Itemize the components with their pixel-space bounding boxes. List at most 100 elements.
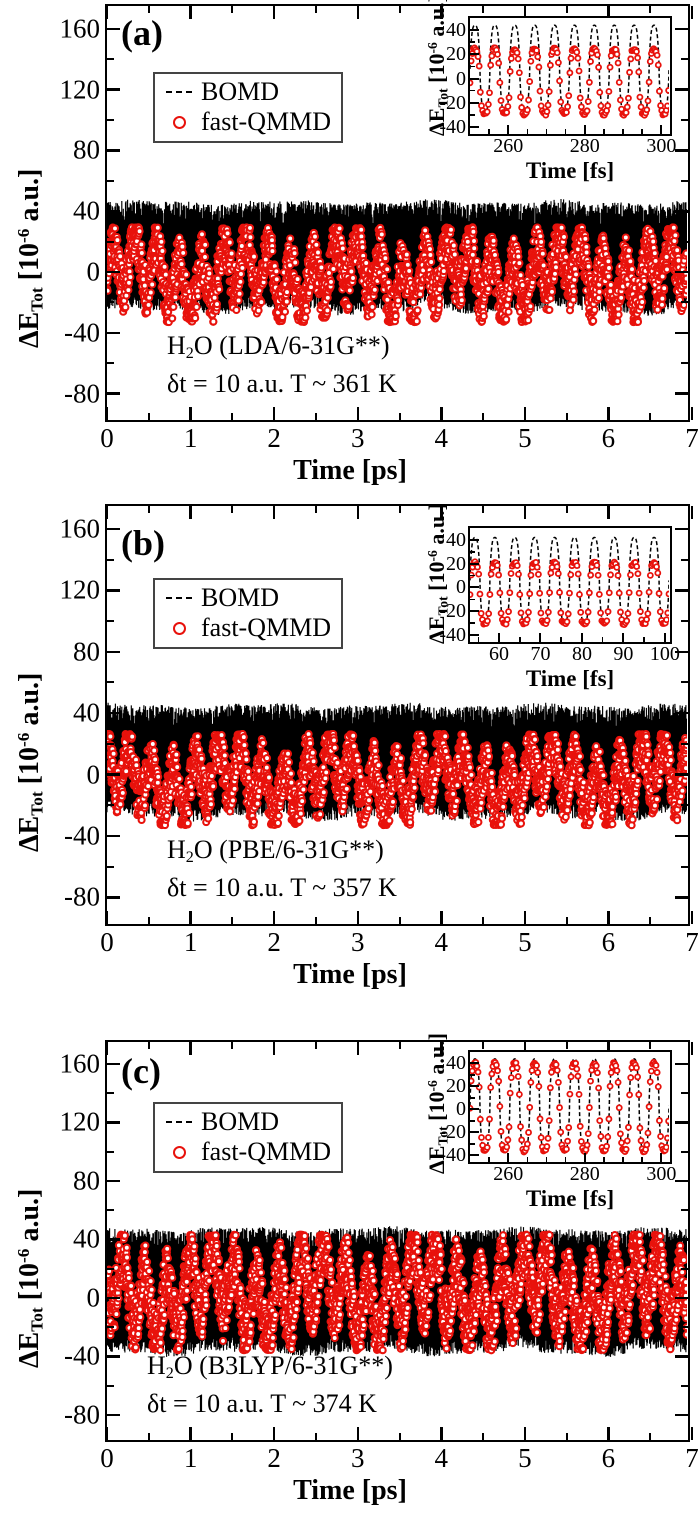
xtick-label: 0 bbox=[100, 423, 114, 453]
xtick-major-top bbox=[523, 1042, 527, 1055]
ytick-major bbox=[107, 527, 120, 531]
inset-ytick-minor bbox=[470, 1097, 475, 1099]
ytick-label: -40 bbox=[64, 317, 100, 348]
xtick-label: 1 bbox=[183, 927, 198, 957]
ytick-major-right bbox=[675, 270, 688, 274]
inset-xtick-major bbox=[507, 1153, 510, 1162]
ytick-label: 120 bbox=[59, 1106, 101, 1137]
ytick-major bbox=[107, 773, 120, 776]
ytick-label: 0 bbox=[86, 759, 101, 790]
inset-xtick-minor bbox=[641, 129, 643, 134]
legend-label-bomd: BOMD bbox=[201, 1107, 280, 1136]
xtick-major bbox=[105, 1427, 109, 1440]
xtick-minor-top bbox=[482, 1042, 485, 1049]
ytick-label: 80 bbox=[73, 636, 100, 667]
xtick-major-top bbox=[440, 506, 443, 519]
panel-a-inset-axes: 40 20 0 -20 -40 260 280 300 Time [fs] ΔETot [10… bbox=[424, 0, 676, 183]
xtick-minor bbox=[565, 1433, 568, 1440]
ytick-major-right bbox=[675, 1238, 688, 1241]
inset-xtick-major bbox=[539, 633, 542, 642]
ytick-major-right bbox=[675, 1121, 688, 1124]
ytick-major-right bbox=[675, 210, 688, 213]
xtick-major bbox=[105, 407, 109, 420]
open-circle-icon bbox=[161, 1145, 197, 1159]
inset-ytick-major bbox=[470, 538, 479, 541]
ytick-minor bbox=[107, 119, 114, 121]
panel-a-xaxis-title: Time [ps] bbox=[293, 455, 407, 486]
xtick-label: 2 bbox=[267, 1443, 281, 1473]
ytick-major bbox=[107, 896, 120, 899]
inset-xtick-label: 60 bbox=[489, 643, 510, 665]
inset-ytick-label: 40 bbox=[446, 528, 466, 551]
ytick-major bbox=[107, 1062, 120, 1066]
inset-ytick-minor bbox=[470, 622, 475, 624]
dashed-line-icon bbox=[161, 1121, 197, 1123]
inset-ytick-minor bbox=[470, 65, 475, 68]
ytick-minor bbox=[107, 681, 114, 684]
ytick-major-right bbox=[675, 1179, 688, 1183]
panel-b-legend: BOMD fast-QMMD bbox=[153, 578, 343, 649]
ytick-minor bbox=[107, 1267, 114, 1270]
panel-a-yaxis-title: ΔETot [10-6 a.u.] bbox=[14, 168, 47, 348]
inset-xtick-minor bbox=[488, 1157, 490, 1162]
panel-c: 160 120 80 40 0 -40 -80 0 1 2 3 4 5 6 7 (c) BOMD fast-… bbox=[0, 1010, 700, 1513]
inset-ytick-major bbox=[470, 1131, 479, 1134]
ytick-major bbox=[107, 270, 120, 274]
panel-a-inset-ytitle: ΔETot [10-6 a.u.] bbox=[424, 0, 451, 136]
legend-row-fast-qmmd: fast-QMMD bbox=[161, 613, 331, 643]
xtick-major-top bbox=[607, 506, 610, 519]
ytick-label: 80 bbox=[73, 134, 100, 165]
panel-b-inset-xtitle: Time [fs] bbox=[525, 666, 615, 691]
ytick-major-right bbox=[675, 527, 688, 531]
inset-xtick-label: 260 bbox=[493, 135, 524, 157]
panel-c-inset-ytitle: ΔETot [10-6 a.u.] bbox=[424, 1033, 451, 1174]
panel-b-inset-plot-area bbox=[470, 528, 670, 642]
xtick-major bbox=[189, 911, 192, 924]
xtick-minor bbox=[649, 917, 652, 924]
xtick-minor-top bbox=[398, 1042, 401, 1049]
inset-xtick-label: 280 bbox=[569, 1163, 600, 1185]
xtick-major bbox=[607, 911, 610, 924]
ytick-minor-right bbox=[681, 119, 688, 121]
xtick-label: 5 bbox=[518, 1443, 532, 1473]
xtick-label: 1 bbox=[183, 1443, 198, 1473]
xtick-label: 0 bbox=[100, 927, 114, 957]
inset-xtick-label: 80 bbox=[571, 643, 592, 665]
xtick-label: 2 bbox=[267, 423, 281, 453]
inset-ytick-major bbox=[470, 1108, 479, 1111]
xtick-major-top bbox=[189, 1042, 192, 1055]
xtick-major-top bbox=[356, 6, 359, 19]
panel-a-inset-data-layer bbox=[470, 24, 669, 119]
xtick-minor-top bbox=[231, 6, 234, 13]
xtick-minor bbox=[649, 413, 652, 420]
xtick-minor bbox=[231, 1433, 234, 1440]
xtick-major bbox=[440, 911, 443, 924]
ytick-major-right bbox=[675, 88, 688, 91]
xtick-minor-top bbox=[649, 6, 652, 13]
inset-ytick-major bbox=[470, 53, 479, 56]
xtick-label: 3 bbox=[350, 1443, 365, 1473]
panel-b-conditions-line: δt = 10 a.u. T ~ 357 K bbox=[167, 873, 397, 903]
xtick-major-top bbox=[272, 1042, 276, 1055]
xtick-major-top bbox=[272, 6, 276, 19]
ytick-minor-right bbox=[681, 1384, 688, 1387]
inset-ytick-minor bbox=[470, 1074, 475, 1076]
inset-ytick-label: 20 bbox=[446, 43, 466, 66]
inset-xtick-minor bbox=[603, 1157, 605, 1162]
xtick-major-top bbox=[272, 506, 276, 519]
xtick-major bbox=[690, 1427, 694, 1440]
xtick-major-top bbox=[690, 6, 694, 19]
xtick-label: 7 bbox=[685, 423, 699, 453]
xtick-major-top bbox=[105, 1042, 109, 1055]
ytick-major bbox=[107, 331, 120, 335]
inset-xtick-label: 300 bbox=[646, 1163, 677, 1185]
xtick-minor bbox=[482, 413, 485, 420]
inset-ytick-minor bbox=[470, 1143, 475, 1145]
ytick-label: 0 bbox=[86, 256, 101, 287]
panel-a-legend: BOMD fast-QMMD bbox=[153, 72, 343, 143]
xtick-minor-top bbox=[314, 506, 317, 513]
ytick-minor-right bbox=[681, 742, 688, 745]
inset-ytick-major bbox=[470, 101, 479, 104]
panel-b-annotation: H2O (PBE/6-31G**) δt = 10 a.u. T ~ 357 K bbox=[167, 832, 397, 907]
inset-xtick-major bbox=[580, 633, 583, 642]
